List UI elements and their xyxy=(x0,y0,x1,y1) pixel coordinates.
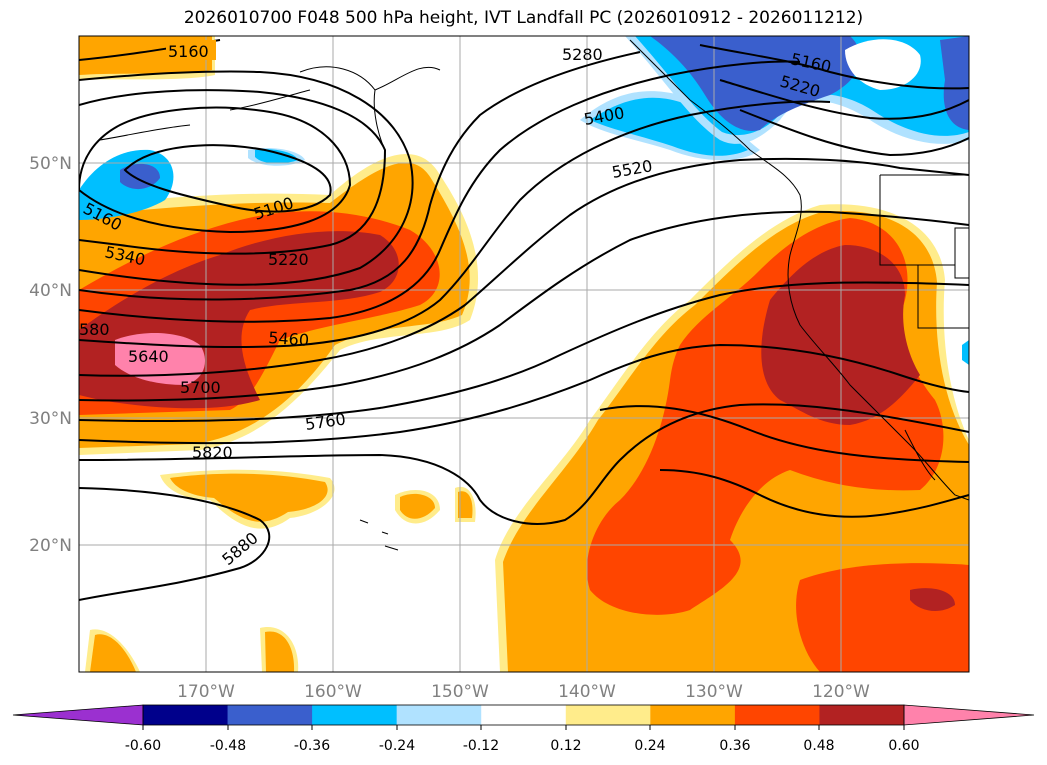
colorbar-ticks: -0.60 -0.48 -0.36 -0.24 -0.12 0.12 0.24 … xyxy=(125,738,920,754)
colorbar-cells xyxy=(143,705,905,725)
height-contour xyxy=(79,106,352,234)
coastlines xyxy=(99,39,969,551)
state-borders xyxy=(879,174,969,329)
map-frame xyxy=(78,35,970,673)
lat-label-40n: 40°N xyxy=(29,281,72,301)
contour-label: 580 xyxy=(79,320,110,339)
lon-label-120w: 120°W xyxy=(812,682,870,702)
colorbar-under-triangle xyxy=(12,704,144,726)
lon-label-170w: 170°W xyxy=(177,682,235,702)
contour-label: 5460 xyxy=(268,328,310,350)
aleutian-islands xyxy=(99,89,311,141)
colorbar-frame xyxy=(142,704,905,726)
colorbar-tick-label: -0.12 xyxy=(463,738,499,754)
height-contour xyxy=(79,157,969,377)
height-contour xyxy=(79,100,831,349)
ivt-shading-layer xyxy=(79,36,969,672)
colorbar-cell xyxy=(312,705,398,725)
height-contour xyxy=(79,89,387,255)
contour-label: 5820 xyxy=(192,443,233,462)
lon-label-130w: 130°W xyxy=(685,682,743,702)
height-contour xyxy=(599,405,969,463)
colorbar-cell xyxy=(650,705,736,725)
height-contour xyxy=(79,487,271,601)
colorbar-tick-label: 0.60 xyxy=(888,738,919,754)
label-bg xyxy=(166,40,216,60)
north-america-west-coast xyxy=(629,39,969,501)
lat-label-20n: 20°N xyxy=(29,536,72,556)
colorbar-tick-label: 0.36 xyxy=(719,738,750,754)
colorbar-tick-label: -0.48 xyxy=(210,738,246,754)
contour-label: 5220 xyxy=(268,250,309,269)
lat-label-50n: 50°N xyxy=(29,154,72,174)
colorbar-cell xyxy=(819,705,905,725)
height-contour xyxy=(719,79,969,120)
height-contour xyxy=(659,469,969,518)
contour-label: 5640 xyxy=(128,347,169,366)
contour-label: 5700 xyxy=(180,378,221,397)
alaska-coast xyxy=(299,66,441,151)
height-contour xyxy=(79,403,969,525)
height-contour xyxy=(739,109,969,157)
colorbar-tick-label: -0.36 xyxy=(294,738,330,754)
colorbar-cell xyxy=(396,705,482,725)
height-contour xyxy=(79,343,969,445)
height-contour xyxy=(79,210,969,402)
colorbar-over-triangle xyxy=(903,704,1035,726)
height-contour xyxy=(79,60,801,323)
colorbar: -0.60 -0.48 -0.36 -0.24 -0.12 0.12 0.24 … xyxy=(12,704,1035,754)
colorbar-tick-label: 0.24 xyxy=(634,738,665,754)
colorbar-tick-label: 0.12 xyxy=(550,738,581,754)
baja-coast xyxy=(904,429,936,481)
colorbar-tick-label: 0.48 xyxy=(803,738,834,754)
colorbar-tick-label: -0.60 xyxy=(125,738,161,754)
colorbar-cell xyxy=(481,705,567,725)
contour-label: 5160 xyxy=(168,42,209,61)
ivt-negative-shading xyxy=(79,36,969,365)
contour-label: 5280 xyxy=(562,45,603,64)
colorbar-cell xyxy=(143,705,229,725)
height-contour xyxy=(79,70,414,286)
height-contour xyxy=(79,281,969,423)
colorbar-tick-marks xyxy=(142,725,905,730)
hawaii-islands xyxy=(359,519,399,551)
lat-label-30n: 30°N xyxy=(29,409,72,429)
colorbar-cell xyxy=(734,705,820,725)
lon-label-150w: 150°W xyxy=(431,682,489,702)
map-title: 2026010700 F048 500 hPa height, IVT Land… xyxy=(183,8,864,28)
colorbar-tick-label: -0.24 xyxy=(379,738,415,754)
height-contour xyxy=(79,51,641,301)
lon-label-160w: 160°W xyxy=(304,682,362,702)
lon-label-140w: 140°W xyxy=(558,682,616,702)
height-contour xyxy=(699,44,969,90)
height-contours xyxy=(79,39,969,601)
contour-label: 5760 xyxy=(304,409,347,433)
axis-labels: 170°W 160°W 150°W 140°W 130°W 120°W 50°N… xyxy=(29,154,870,702)
contour-label: 5880 xyxy=(218,528,261,569)
colorbar-cell xyxy=(227,705,313,725)
height-contour xyxy=(123,144,332,213)
colorbar-cell xyxy=(565,705,651,725)
